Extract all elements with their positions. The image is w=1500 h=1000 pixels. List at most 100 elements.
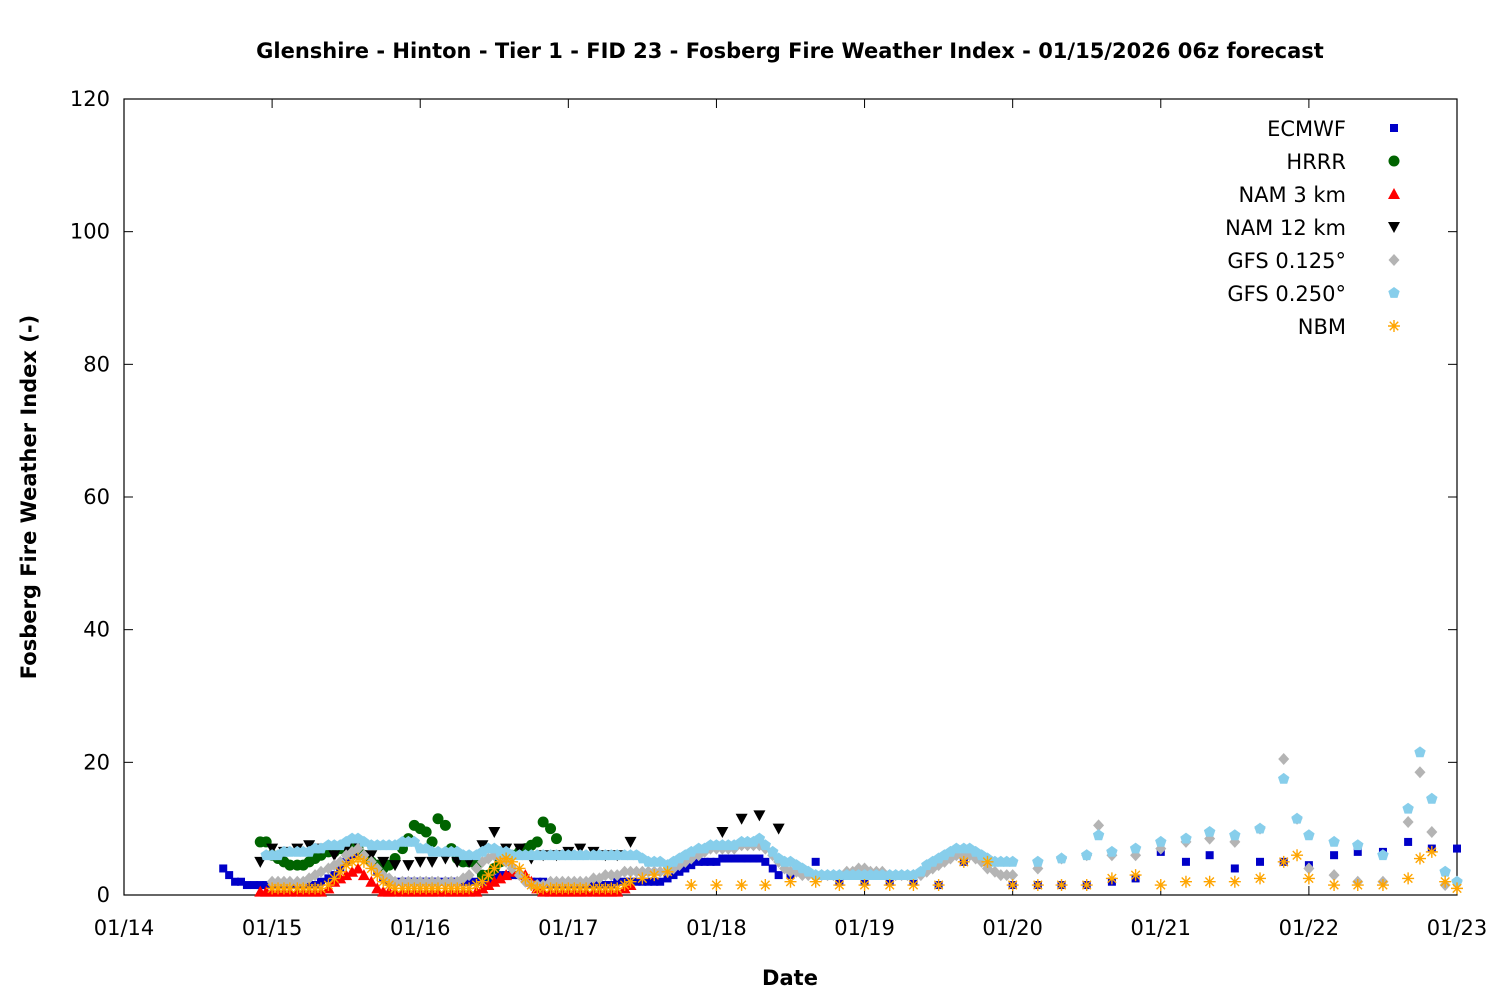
data-point bbox=[470, 885, 483, 897]
x-tick-label: 01/20 bbox=[982, 916, 1043, 940]
data-point bbox=[1451, 875, 1463, 887]
data-point bbox=[1254, 872, 1267, 885]
data-point bbox=[231, 877, 240, 886]
data-point bbox=[1129, 869, 1142, 882]
data-point bbox=[377, 856, 390, 868]
data-point bbox=[1129, 842, 1142, 854]
data-point bbox=[476, 840, 489, 852]
legend-marker bbox=[1388, 222, 1400, 233]
data-point bbox=[907, 879, 920, 892]
data-point bbox=[340, 869, 353, 881]
data-point bbox=[1291, 812, 1303, 824]
data-point bbox=[1179, 875, 1192, 888]
x-tick-label: 01/15 bbox=[242, 916, 303, 940]
data-point bbox=[737, 854, 746, 863]
data-point bbox=[883, 879, 896, 892]
series-nbm bbox=[266, 845, 1463, 895]
data-point bbox=[1254, 822, 1266, 834]
data-point bbox=[1377, 849, 1389, 861]
data-point bbox=[661, 865, 674, 878]
data-point bbox=[1352, 839, 1364, 851]
data-point bbox=[340, 859, 353, 872]
y-tick-label: 40 bbox=[83, 618, 110, 642]
data-point bbox=[262, 881, 271, 890]
data-point bbox=[1404, 837, 1413, 846]
data-point bbox=[408, 835, 420, 847]
data-point bbox=[1031, 879, 1044, 892]
data-point bbox=[371, 869, 384, 882]
data-point bbox=[663, 874, 672, 883]
data-point bbox=[580, 882, 593, 895]
legend-marker bbox=[1388, 155, 1400, 167]
data-point bbox=[537, 816, 549, 828]
data-point bbox=[352, 862, 365, 874]
data-point bbox=[420, 826, 432, 838]
legend-marker bbox=[1390, 124, 1398, 132]
data-point bbox=[599, 869, 611, 882]
data-point bbox=[1203, 875, 1216, 888]
data-point bbox=[759, 839, 771, 851]
x-tick-label: 01/14 bbox=[94, 916, 155, 940]
data-point bbox=[377, 875, 390, 888]
data-point bbox=[1229, 829, 1241, 841]
data-point bbox=[611, 849, 623, 861]
data-point bbox=[588, 872, 600, 885]
data-point bbox=[1328, 869, 1340, 882]
data-point bbox=[426, 836, 438, 848]
data-point bbox=[225, 871, 234, 880]
data-point bbox=[811, 857, 820, 866]
legend-marker bbox=[1388, 254, 1400, 266]
data-point bbox=[357, 869, 370, 881]
data-point bbox=[500, 852, 513, 865]
x-tick-label: 01/16 bbox=[390, 916, 451, 940]
data-point bbox=[656, 877, 665, 886]
data-point bbox=[531, 836, 543, 848]
legend-label: NBM bbox=[1298, 315, 1346, 339]
data-point bbox=[314, 882, 327, 895]
y-tick-label: 60 bbox=[83, 485, 110, 509]
data-point bbox=[1007, 869, 1019, 882]
data-point bbox=[256, 881, 265, 890]
data-point bbox=[519, 872, 532, 885]
data-point bbox=[624, 875, 637, 888]
x-axis-label: Date bbox=[762, 966, 818, 990]
data-point bbox=[1330, 851, 1339, 860]
data-point bbox=[724, 854, 733, 863]
data-point bbox=[383, 879, 396, 892]
data-point bbox=[833, 879, 846, 892]
y-tick-label: 80 bbox=[83, 352, 110, 376]
data-point bbox=[525, 879, 538, 892]
data-point bbox=[1007, 855, 1019, 867]
data-point bbox=[463, 882, 476, 895]
y-axis: 0 20 40 60 80 100 120 bbox=[70, 87, 1457, 907]
data-point bbox=[476, 882, 489, 894]
data-point bbox=[735, 879, 748, 892]
data-point bbox=[482, 869, 495, 882]
legend-marker bbox=[1388, 320, 1400, 332]
data-point bbox=[463, 849, 475, 861]
data-point bbox=[730, 854, 739, 863]
data-point bbox=[1439, 865, 1451, 877]
data-point bbox=[1425, 845, 1438, 858]
legend-label: NAM 12 km bbox=[1225, 216, 1346, 240]
data-point bbox=[389, 860, 402, 872]
data-point bbox=[755, 854, 764, 863]
data-point bbox=[1080, 879, 1093, 892]
data-point bbox=[1376, 879, 1389, 892]
data-point bbox=[1055, 852, 1068, 864]
data-point bbox=[328, 850, 341, 862]
data-point bbox=[426, 856, 439, 868]
data-point bbox=[316, 877, 325, 886]
data-point bbox=[322, 879, 335, 892]
legend-label: HRRR bbox=[1286, 150, 1346, 174]
data-point bbox=[1154, 879, 1167, 892]
data-point bbox=[605, 869, 617, 882]
data-point bbox=[537, 849, 549, 861]
data-point bbox=[580, 849, 592, 861]
data-point bbox=[537, 882, 550, 895]
data-point bbox=[1353, 847, 1362, 856]
data-point bbox=[465, 877, 474, 886]
legend-label: GFS 0.250° bbox=[1227, 282, 1346, 306]
data-point bbox=[494, 872, 507, 884]
data-point bbox=[1001, 869, 1013, 882]
